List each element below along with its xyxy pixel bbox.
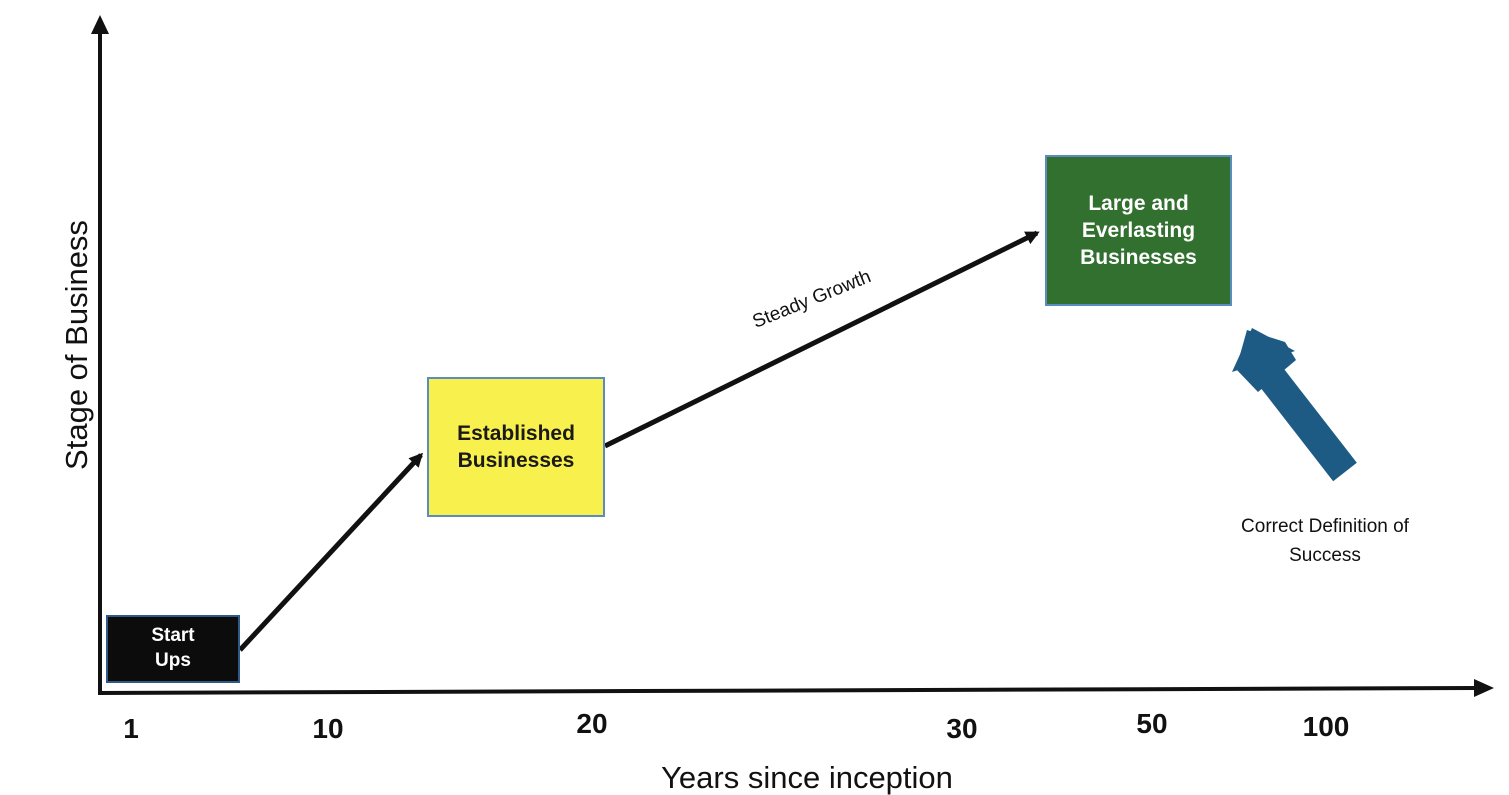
established-businesses-label: Established Businesses <box>457 421 575 472</box>
x-axis <box>97 679 1494 697</box>
large-everlasting-businesses-label: Large and Everlasting Businesses <box>1080 191 1197 270</box>
x-axis-arrowhead-icon <box>1474 679 1494 697</box>
x-tick-label: 100 <box>1302 711 1350 742</box>
x-tick-label: 20 <box>576 708 608 739</box>
start-ups-label: Start Ups <box>151 625 195 671</box>
x-axis-label: Years since inception <box>661 760 953 795</box>
growth-arrow-startups-to-established <box>238 452 424 652</box>
success-label-text: Correct Definition of Success <box>1241 516 1409 567</box>
established-businesses-box: Established Businesses <box>427 377 605 517</box>
x-tick-label: 50 <box>1136 708 1168 739</box>
start-ups-box: Start Ups <box>106 615 240 683</box>
x-tick-label: 10 <box>312 713 344 744</box>
success-pointer-arrow-icon <box>1232 328 1357 482</box>
y-axis-arrowhead-icon <box>91 15 109 34</box>
y-axis <box>91 15 109 693</box>
y-axis-label: Stage of Business <box>59 220 94 470</box>
correct-definition-of-success-label: Correct Definition of Success <box>1175 512 1475 571</box>
steady-growth-arrow <box>603 230 1040 449</box>
x-tick-label: 1 <box>123 713 139 744</box>
x-tick-label: 30 <box>946 713 978 744</box>
large-everlasting-businesses-box: Large and Everlasting Businesses <box>1045 155 1232 306</box>
